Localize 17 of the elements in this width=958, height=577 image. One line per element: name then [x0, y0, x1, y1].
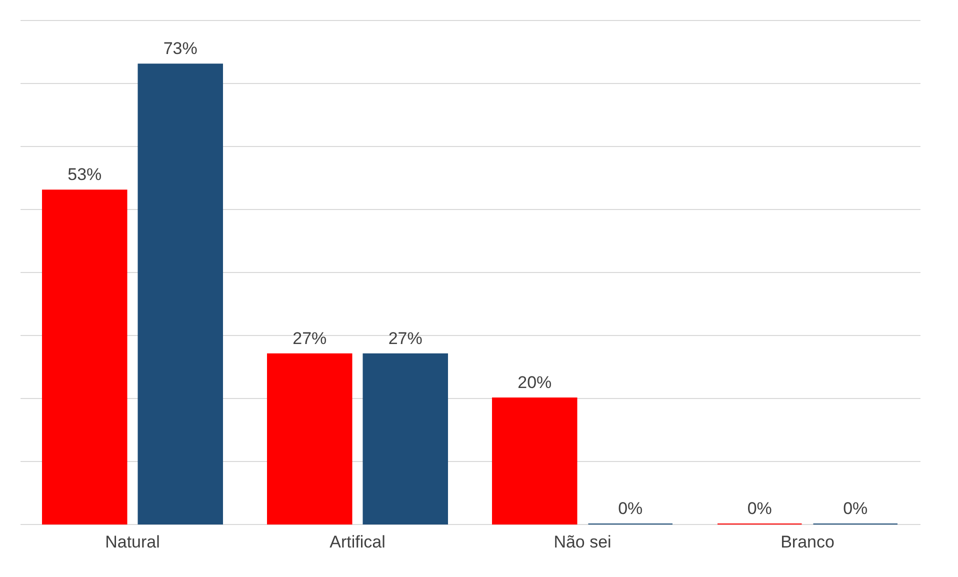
x-tick-label: Não sei: [554, 532, 612, 552]
data-label: 0%: [747, 499, 772, 518]
x-tick-label: Natural: [105, 532, 160, 552]
data-label: 20%: [518, 373, 552, 392]
x-tick-label: Artifical: [330, 532, 386, 552]
bar: [267, 353, 352, 524]
bar: [492, 398, 578, 524]
data-label: 0%: [618, 499, 643, 518]
bar: [42, 190, 128, 524]
data-label: 73%: [163, 39, 198, 58]
data-label: 0%: [843, 499, 868, 518]
data-label: 53%: [68, 165, 102, 184]
x-tick-label: Branco: [780, 532, 834, 552]
bar: [138, 64, 223, 524]
data-label: 27%: [292, 328, 327, 348]
bar: [362, 353, 448, 524]
data-label: 27%: [388, 328, 422, 348]
